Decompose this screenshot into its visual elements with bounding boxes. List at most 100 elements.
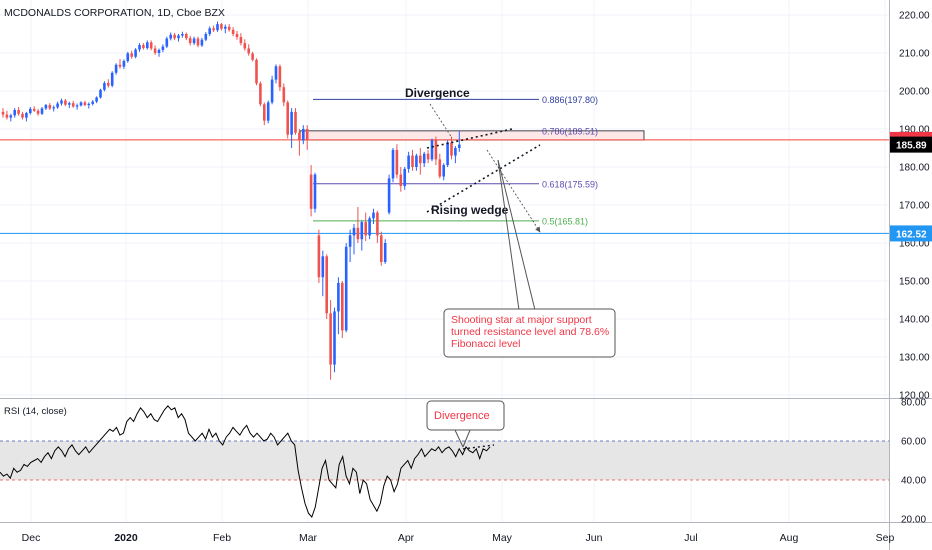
candle[interactable] <box>216 21 219 32</box>
candle[interactable] <box>138 43 141 52</box>
candle[interactable] <box>9 113 13 122</box>
candle[interactable] <box>255 58 258 86</box>
candle[interactable] <box>107 79 110 88</box>
candle[interactable] <box>235 30 239 40</box>
time-axis[interactable]: Dec 2020 Feb Mar Apr May Jun Jul Aug Sep <box>22 532 895 544</box>
projection-arrow[interactable] <box>486 149 541 233</box>
candle[interactable] <box>161 44 165 53</box>
candle[interactable] <box>181 31 184 38</box>
candle[interactable] <box>196 36 200 48</box>
candle[interactable] <box>122 59 126 69</box>
candle[interactable] <box>372 208 375 224</box>
candle[interactable] <box>337 277 340 335</box>
candle[interactable] <box>438 153 442 179</box>
candle[interactable] <box>294 108 297 135</box>
candle[interactable] <box>407 151 410 173</box>
price-axis[interactable]: 220.00 210.00 200.00 190.00 180.00 170.00 160.… <box>899 11 930 402</box>
candle[interactable] <box>126 51 130 63</box>
candle[interactable] <box>313 172 317 213</box>
candle[interactable] <box>434 136 438 166</box>
candle[interactable] <box>426 149 430 164</box>
candle[interactable] <box>266 100 270 124</box>
candle[interactable] <box>224 24 227 34</box>
candle[interactable] <box>415 153 418 171</box>
candle[interactable] <box>200 37 204 47</box>
candle[interactable] <box>317 229 321 283</box>
candle[interactable] <box>450 136 453 160</box>
candle[interactable] <box>286 100 289 139</box>
candle[interactable] <box>399 167 403 192</box>
candle[interactable] <box>79 101 83 107</box>
candle[interactable] <box>48 103 52 110</box>
candle[interactable] <box>29 106 32 115</box>
candle[interactable] <box>87 102 91 109</box>
candle[interactable] <box>36 108 40 116</box>
candle[interactable] <box>52 105 55 112</box>
candle[interactable] <box>60 98 63 106</box>
candle[interactable] <box>1 108 5 118</box>
candle[interactable] <box>360 220 364 251</box>
candle[interactable] <box>75 103 79 110</box>
candle[interactable] <box>364 212 367 242</box>
candle[interactable] <box>110 71 114 88</box>
candle[interactable] <box>44 103 48 110</box>
candle[interactable] <box>259 81 262 107</box>
candle[interactable] <box>411 149 414 171</box>
candle[interactable] <box>192 36 196 46</box>
rsi-axis[interactable]: 80.00 60.00 40.00 20.00 <box>901 398 926 526</box>
candle[interactable] <box>17 106 20 116</box>
candle[interactable] <box>356 206 360 243</box>
candle[interactable] <box>298 129 301 156</box>
candle[interactable] <box>130 50 133 59</box>
candle[interactable] <box>302 125 305 145</box>
candle[interactable] <box>395 144 399 179</box>
candle[interactable] <box>99 88 102 99</box>
candle[interactable] <box>290 108 293 148</box>
candle[interactable] <box>71 100 75 108</box>
rising-wedge-label[interactable]: Rising wedge <box>431 203 509 217</box>
candle[interactable] <box>352 224 356 255</box>
candle[interactable] <box>446 140 449 167</box>
candle[interactable] <box>103 81 106 92</box>
candle[interactable] <box>169 32 172 41</box>
candle[interactable] <box>68 101 71 109</box>
candle[interactable] <box>188 35 192 46</box>
candle[interactable] <box>247 44 250 56</box>
rsi-callout-box[interactable]: Divergence <box>426 400 505 448</box>
candle[interactable] <box>309 165 313 217</box>
candle[interactable] <box>153 45 157 55</box>
candle[interactable] <box>134 48 137 59</box>
candle[interactable] <box>157 48 161 57</box>
candle[interactable] <box>305 125 309 150</box>
candle[interactable] <box>376 210 379 243</box>
candle[interactable] <box>325 254 328 319</box>
candle[interactable] <box>173 32 176 41</box>
candle[interactable] <box>212 25 215 33</box>
candle[interactable] <box>329 300 332 380</box>
candle[interactable] <box>344 243 348 333</box>
candle[interactable] <box>348 229 352 262</box>
candle[interactable] <box>422 151 426 167</box>
candle[interactable] <box>231 27 235 37</box>
candle[interactable] <box>380 231 383 266</box>
candle[interactable] <box>263 102 266 126</box>
candle[interactable] <box>387 174 391 215</box>
candle[interactable] <box>32 106 36 112</box>
candle[interactable] <box>341 281 344 338</box>
candle[interactable] <box>419 148 422 175</box>
candle[interactable] <box>114 63 118 75</box>
candle[interactable] <box>321 250 325 297</box>
candle[interactable] <box>274 64 278 84</box>
candle[interactable] <box>333 307 336 373</box>
candle[interactable] <box>278 64 282 91</box>
candle[interactable] <box>56 101 59 109</box>
candle[interactable] <box>368 216 371 240</box>
candle[interactable] <box>270 75 274 105</box>
candle[interactable] <box>454 146 457 164</box>
candle[interactable] <box>220 22 223 31</box>
candle[interactable] <box>282 83 286 107</box>
candle[interactable] <box>243 39 247 51</box>
rsi-divergence-line[interactable] <box>462 444 495 450</box>
candle-series[interactable] <box>1 21 461 380</box>
